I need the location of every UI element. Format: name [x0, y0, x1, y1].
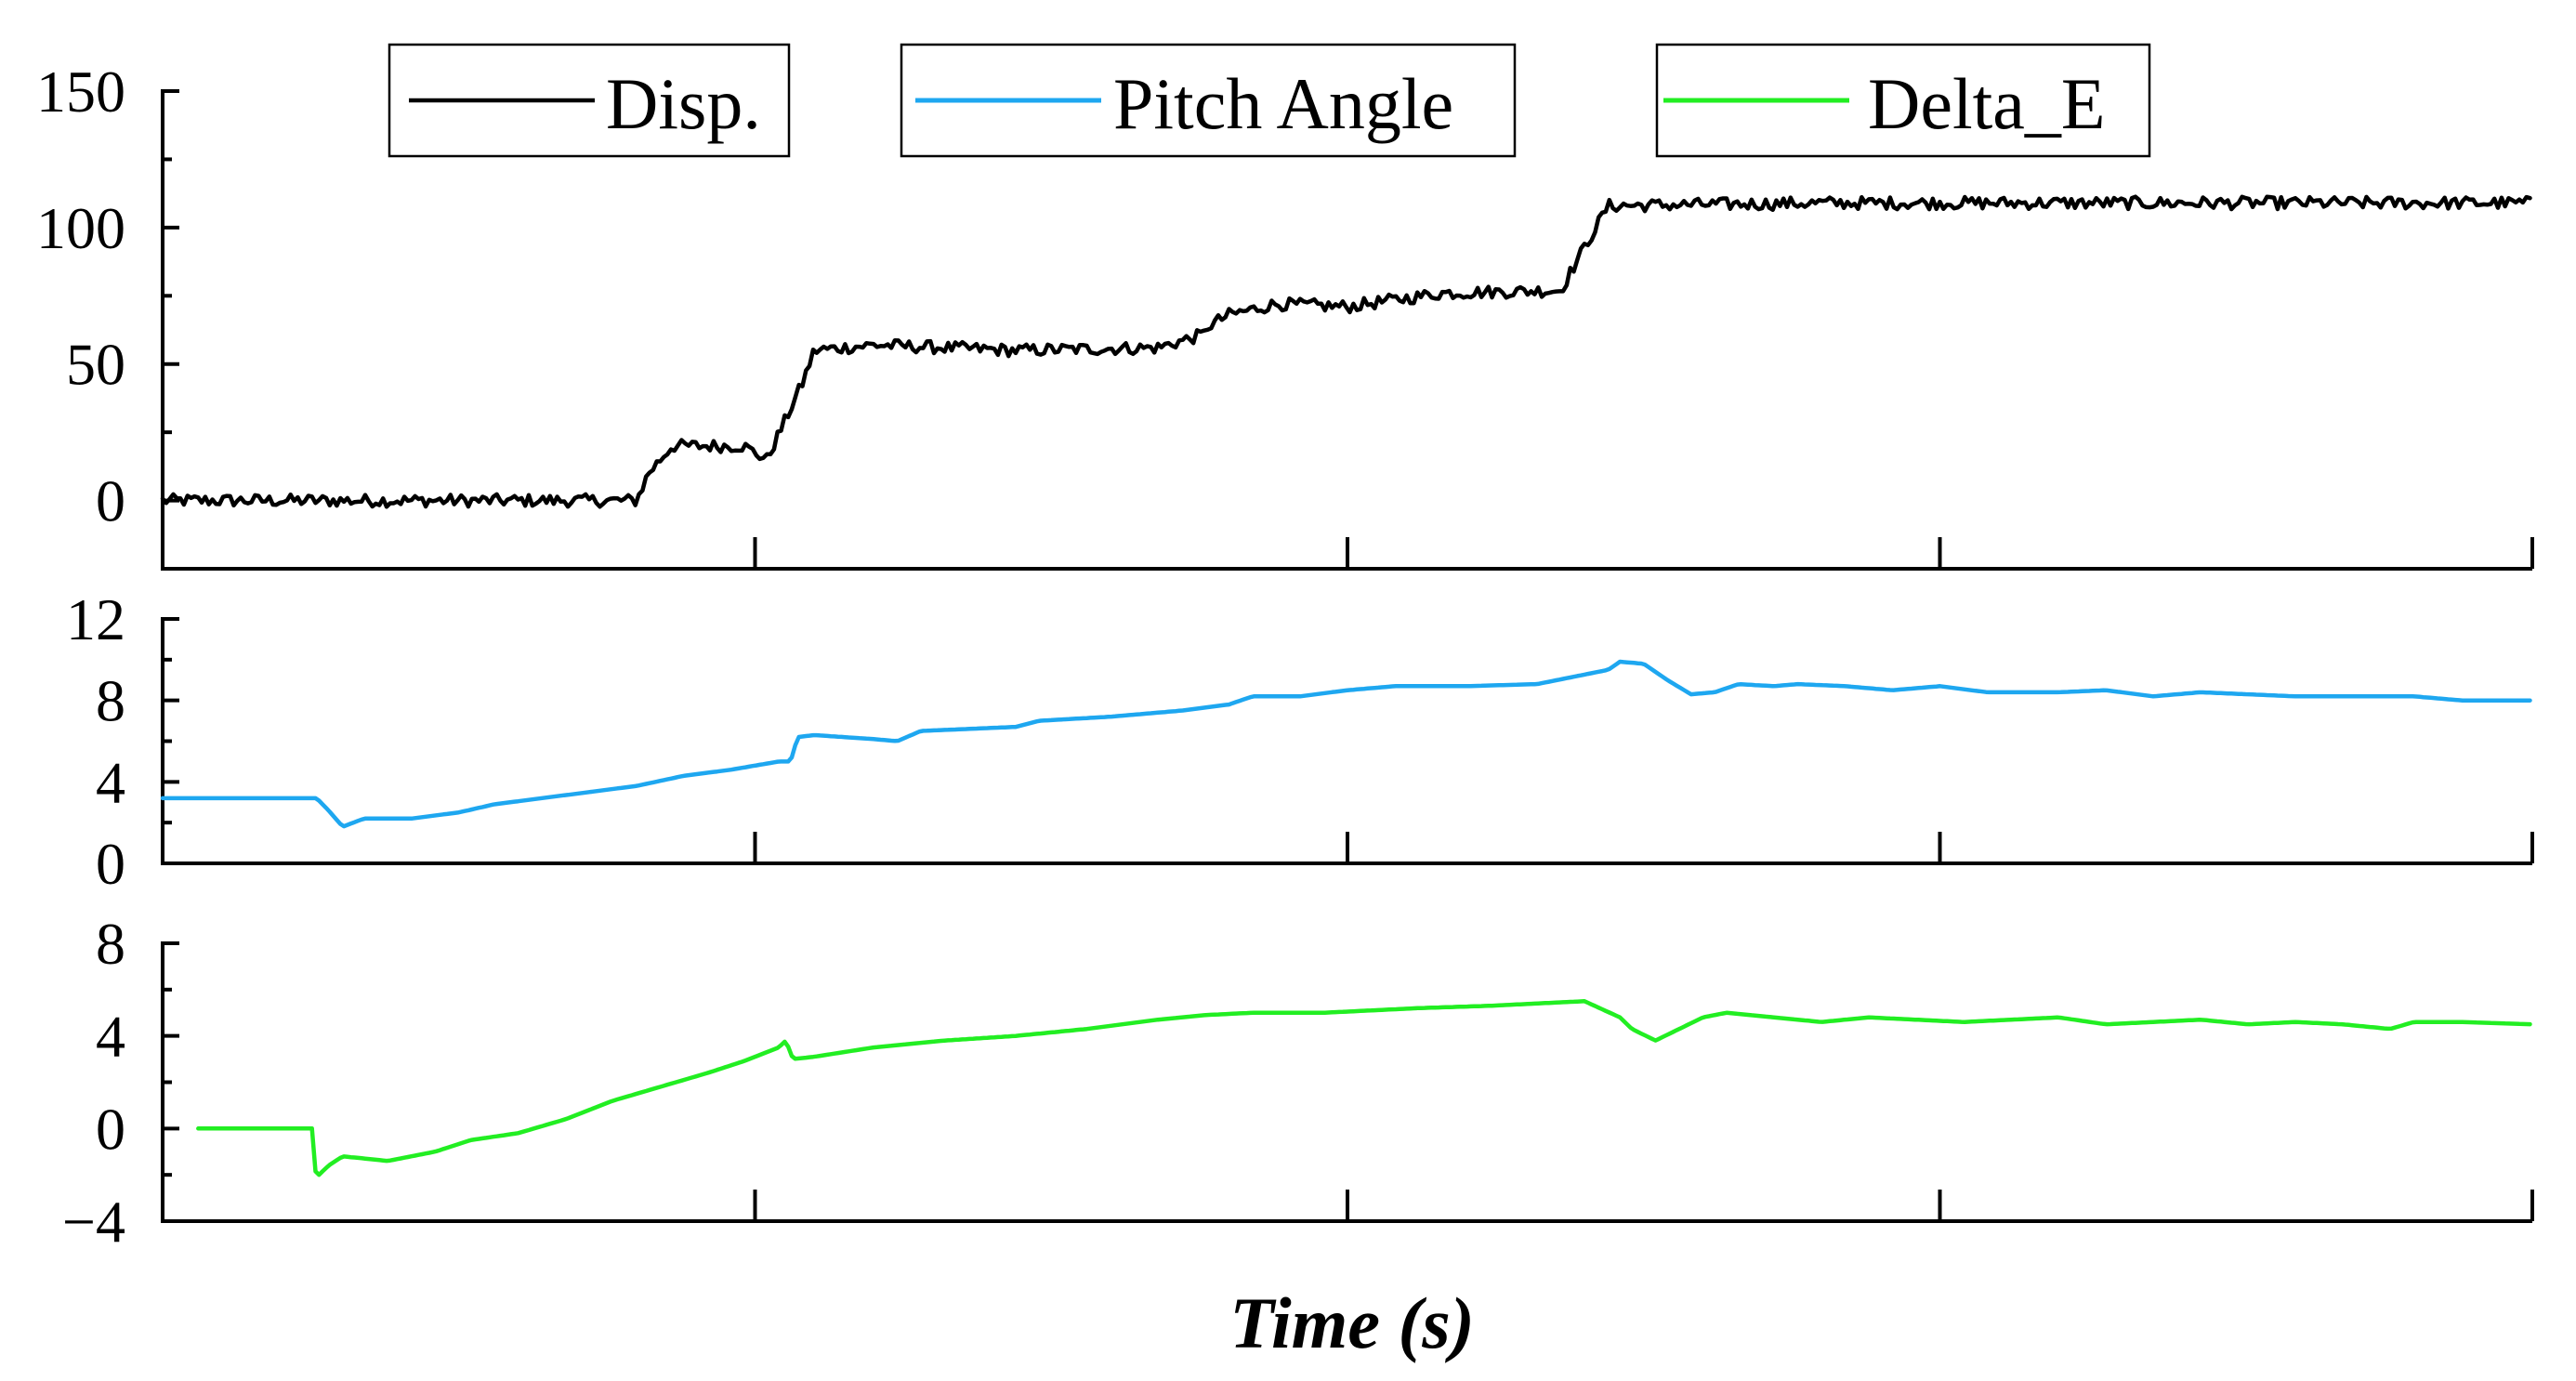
- y-tick-label-displacement: 0: [96, 468, 125, 534]
- legend-item-pitch-angle: Pitch Angle: [900, 43, 1517, 158]
- y-tick-label-pitch-angle: 8: [96, 668, 125, 734]
- legend: Disp. Pitch Angle Delta_E: [388, 43, 2151, 158]
- y-tick-label-displacement: 100: [36, 195, 125, 261]
- panel-displacement: 0 50 100 150: [36, 59, 2534, 571]
- series-line-displacement: [160, 194, 2532, 509]
- y-tick-label-pitch-angle: 12: [66, 586, 125, 652]
- y-tick-label-delta-e: 0: [96, 1096, 125, 1162]
- series-line-delta-e: [196, 999, 2532, 1177]
- legend-label-pitch-angle: Pitch Angle: [1113, 63, 1453, 144]
- panel-pitch-angle: 0 4 8 12: [66, 586, 2534, 897]
- y-tick-label-pitch-angle: 4: [96, 749, 125, 815]
- legend-item-disp: Disp.: [388, 43, 791, 158]
- y-tick-label-displacement: 150: [36, 59, 125, 125]
- y-tick-label-delta-e: −4: [62, 1189, 125, 1255]
- legend-label-disp: Disp.: [606, 63, 761, 144]
- y-tick-label-displacement: 50: [66, 332, 125, 398]
- legend-label-delta-e: Delta_E: [1868, 63, 2106, 144]
- y-tick-label-pitch-angle: 0: [96, 831, 125, 897]
- y-tick-label-delta-e: 4: [96, 1004, 125, 1070]
- panel-delta-e: −4 0 4 8: [62, 911, 2534, 1255]
- legend-item-delta-e: Delta_E: [1655, 43, 2151, 158]
- y-tick-label-delta-e: 8: [96, 911, 125, 977]
- series-line-pitch-angle: [160, 659, 2532, 829]
- x-axis-label: Time (s): [1229, 1282, 1475, 1363]
- panels: 0 50 100 150 0 4 8 12 −4 0 4 8: [36, 59, 2534, 1255]
